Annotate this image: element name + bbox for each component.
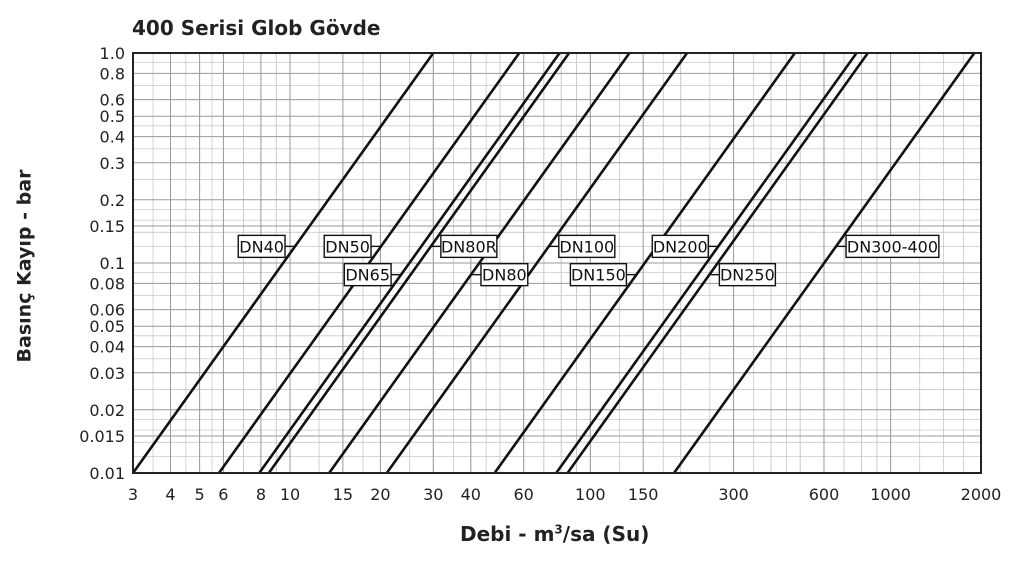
x-tick-label: 2000 — [961, 485, 1002, 504]
series-line-dn300-400 — [672, 53, 976, 473]
series-label-box — [651, 234, 709, 259]
x-axis-label-text: Debi - m3/sa (Su) — [460, 522, 649, 546]
y-tick-label: 0.08 — [89, 274, 125, 293]
x-tick-label: 8 — [256, 485, 266, 504]
y-tick-label: 0.15 — [89, 217, 125, 236]
series-line-dn80r — [267, 53, 571, 473]
y-tick-label: 0.3 — [100, 154, 125, 173]
x-tick-label: 20 — [370, 485, 390, 504]
x-tick-label: 30 — [423, 485, 443, 504]
x-axis-ticks: 3 4 5 6 8 10 15 20 30 40 60 100 150 300 600 1000 2000 — [128, 485, 1001, 504]
y-tick-label: 0.015 — [79, 427, 125, 446]
series-label-box — [845, 234, 940, 259]
series-label-dn50: DN50 — [325, 237, 370, 256]
series-label-box — [237, 234, 286, 259]
grid-major — [132, 52, 982, 474]
x-tick-label: 300 — [718, 485, 749, 504]
y-tick-label: 0.5 — [100, 107, 125, 126]
x-tick-label: 100 — [575, 485, 606, 504]
series-label-dn80: DN80 — [482, 266, 527, 285]
series-label-dn200: DN200 — [653, 237, 708, 256]
x-tick-label: 10 — [280, 485, 300, 504]
y-tick-label: 0.06 — [89, 301, 125, 320]
series-label-box — [718, 262, 777, 287]
y-tick-label: 0.05 — [89, 317, 125, 336]
x-tick-label: 4 — [165, 485, 175, 504]
series-line-dn40 — [133, 53, 435, 473]
series-line-dn100 — [385, 53, 689, 473]
x-tick-label: 1000 — [870, 485, 911, 504]
x-tick-label: 15 — [333, 485, 353, 504]
x-axis-label-sup: 3 — [554, 522, 563, 537]
x-axis-label-tail: /sa (Su) — [562, 522, 650, 546]
series-line-dn65 — [258, 53, 561, 473]
series-label-dn250: DN250 — [720, 266, 775, 285]
y-tick-label: 0.2 — [100, 191, 125, 210]
series-label-dn100: DN100 — [559, 237, 614, 256]
series-label-box — [558, 234, 616, 259]
series-label-dn80r: DN80R — [441, 237, 497, 256]
series-label-box — [323, 234, 372, 259]
y-tick-label: 0.02 — [89, 401, 125, 420]
plot-frame — [132, 52, 982, 474]
series-line-dn150 — [493, 53, 796, 473]
chart-title: 400 Serisi Glob Gövde — [132, 16, 381, 40]
x-tick-label: 150 — [628, 485, 659, 504]
y-tick-label: 0.01 — [89, 464, 125, 483]
series-label-box — [343, 262, 392, 287]
series-lines — [133, 53, 976, 473]
series-label-dn150: DN150 — [571, 266, 626, 285]
y-tick-label: 0.1 — [100, 254, 125, 273]
x-tick-label: 3 — [128, 485, 138, 504]
y-tick-label: 1.0 — [100, 44, 125, 63]
y-tick-label: 0.6 — [100, 91, 125, 110]
series-labels: DN40 DN50 DN65 DN80R DN80 DN100 DN150 DN200 DN25… — [237, 234, 940, 287]
series-label-box — [480, 262, 529, 287]
y-tick-label: 0.8 — [100, 64, 125, 83]
series-label-dn40: DN40 — [239, 237, 284, 256]
series-label-dn300-400: DN300-400 — [847, 237, 938, 256]
series-line-dn200 — [555, 53, 858, 473]
series-label-box — [569, 262, 628, 287]
x-tick-label: 60 — [514, 485, 534, 504]
x-tick-label: 6 — [218, 485, 228, 504]
x-tick-label: 600 — [809, 485, 840, 504]
series-label-dn65: DN65 — [345, 266, 390, 285]
series-line-dn80 — [328, 53, 631, 473]
x-tick-label: 5 — [195, 485, 205, 504]
y-tick-label: 0.04 — [89, 338, 125, 357]
y-tick-label: 0.4 — [100, 128, 125, 147]
x-tick-label: 40 — [461, 485, 481, 504]
y-axis-ticks: 0.01 0.015 0.02 0.03 0.04 0.050.06 0.080.1 0.15… — [79, 44, 125, 483]
y-tick-label: 0.03 — [89, 364, 125, 383]
series-label-box — [440, 234, 498, 259]
x-axis-label-main: Debi - m — [460, 522, 555, 546]
series-line-dn250 — [566, 53, 869, 473]
